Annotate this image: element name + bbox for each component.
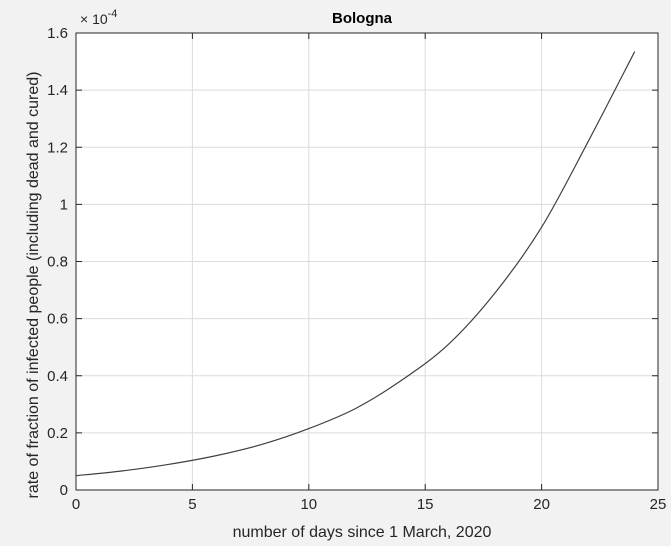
y-tick-label: 0.4 [47, 368, 68, 385]
y-tick-label: 1.2 [47, 139, 68, 156]
tick-labels: 0 5 10 15 20 25 0 0.2 0.4 0.6 0.8 1 1.2 1.4 1.6 [47, 25, 666, 513]
x-tick-label: 0 [72, 496, 80, 513]
x-axis-label: number of days since 1 March, 2020 [233, 524, 492, 541]
y-tick-label: 0 [60, 482, 68, 499]
y-tick-label: 1.6 [47, 25, 68, 42]
series-line [75, 51, 636, 477]
y-tick-label: 1 [60, 196, 68, 213]
chart-title: Bologna [332, 10, 393, 27]
y-tick-label: 1.4 [47, 82, 68, 99]
x-tick-label: 5 [188, 496, 196, 513]
x-tick-label: 10 [300, 496, 317, 513]
y-tick-label: 0.2 [47, 425, 68, 442]
x-tick-label: 25 [650, 496, 667, 513]
x-tick-label: 20 [533, 496, 550, 513]
y-tick-label: 0.6 [47, 311, 68, 328]
y-axis-label: rate of fraction of infected people (inc… [25, 72, 42, 499]
x-tick-label: 15 [417, 496, 434, 513]
y-tick-label: 0.8 [47, 254, 68, 271]
y-multiplier: × 10-4 [80, 8, 117, 27]
axis-ticks [75, 32, 659, 491]
